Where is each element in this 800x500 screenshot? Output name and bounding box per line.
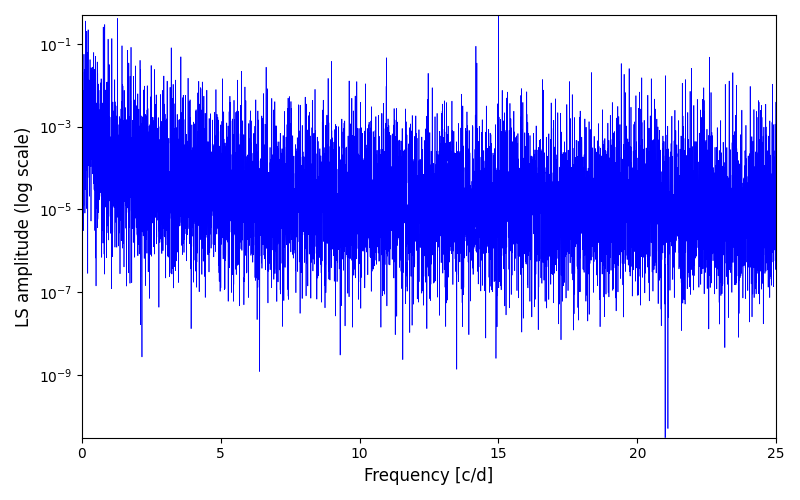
Y-axis label: LS amplitude (log scale): LS amplitude (log scale) — [15, 126, 33, 326]
X-axis label: Frequency [c/d]: Frequency [c/d] — [364, 467, 494, 485]
